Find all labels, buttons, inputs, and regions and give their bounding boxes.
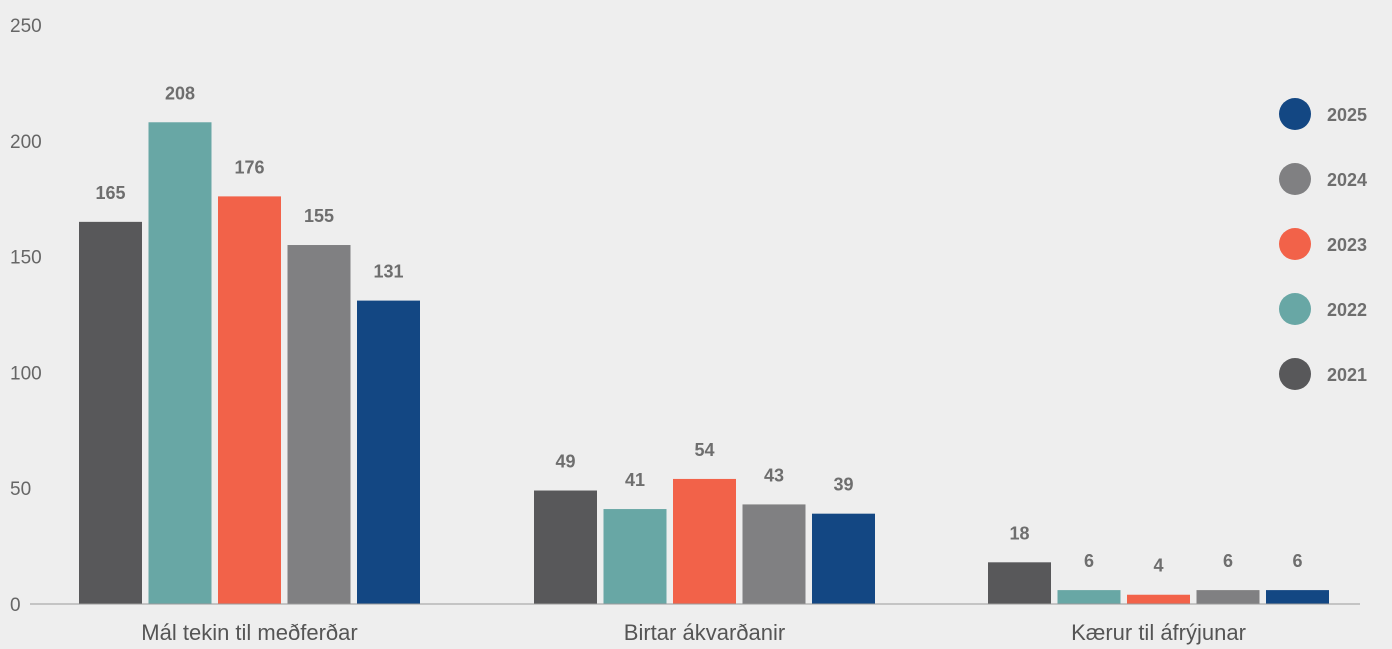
data-label: 208: [165, 83, 195, 103]
data-label: 6: [1292, 551, 1302, 571]
legend: 2025 2024 2023 2022 2021: [1279, 98, 1367, 390]
y-tick-label: 0: [10, 595, 21, 616]
data-label: 176: [234, 157, 264, 177]
bar-2024-1: [287, 245, 351, 604]
legend-label: 2025: [1327, 105, 1367, 125]
y-tick-label: 200: [10, 132, 42, 153]
y-tick-label: 50: [10, 479, 31, 500]
bar-2024-2: [742, 504, 806, 604]
y-axis: 0 50 100 150 200 250: [10, 16, 42, 616]
bar-2023-1: [218, 196, 281, 604]
category-label: Mál tekin til meðferðar: [141, 620, 357, 645]
data-label: 39: [833, 475, 853, 495]
data-label: 155: [304, 206, 334, 226]
legend-label: 2022: [1327, 300, 1367, 320]
legend-swatch-2025: [1279, 98, 1311, 130]
legend-swatch-2024: [1279, 163, 1311, 195]
bar-2023-3: [1127, 594, 1190, 604]
bar-2022-2: [603, 509, 667, 604]
bar-2024-3: [1196, 590, 1260, 604]
bar-2025-2: [812, 513, 875, 604]
legend-swatch-2023: [1279, 228, 1311, 260]
data-label: 6: [1084, 551, 1094, 571]
bar-2022-1: [148, 122, 212, 604]
legend-label: 2021: [1327, 365, 1367, 385]
data-label: 165: [95, 183, 125, 203]
legend-swatch-2022: [1279, 293, 1311, 325]
legend-label: 2024: [1327, 170, 1367, 190]
bar-2022-3: [1057, 590, 1121, 604]
bar-2025-3: [1266, 590, 1329, 604]
bars: [79, 122, 1329, 605]
value-labels: 165 208 176 155 131 49 41 54 43 39 18 6 4 6 6: [95, 83, 1302, 575]
y-tick-label: 150: [10, 248, 42, 269]
category-label: Birtar ákvarðanir: [624, 620, 785, 645]
category-labels: Mál tekin til meðferðar Birtar ákvarðanir…: [141, 620, 1246, 645]
bar-2025-1: [357, 300, 420, 604]
y-tick-label: 100: [10, 363, 42, 384]
legend-swatch-2021: [1279, 358, 1311, 390]
bar-2023-2: [673, 478, 736, 604]
data-label: 43: [764, 465, 784, 485]
legend-label: 2023: [1327, 235, 1367, 255]
data-label: 49: [555, 452, 575, 472]
y-tick-label: 250: [10, 16, 42, 37]
data-label: 131: [373, 262, 403, 282]
data-label: 18: [1009, 523, 1029, 543]
bar-2021-3: [988, 562, 1051, 604]
bar-2021-1: [79, 221, 142, 605]
category-label: Kærur til áfrýjunar: [1071, 620, 1246, 645]
bar-2021-2: [534, 490, 597, 604]
data-label: 54: [694, 440, 714, 460]
data-label: 6: [1223, 551, 1233, 571]
data-label: 4: [1153, 556, 1163, 576]
data-label: 41: [625, 470, 645, 490]
